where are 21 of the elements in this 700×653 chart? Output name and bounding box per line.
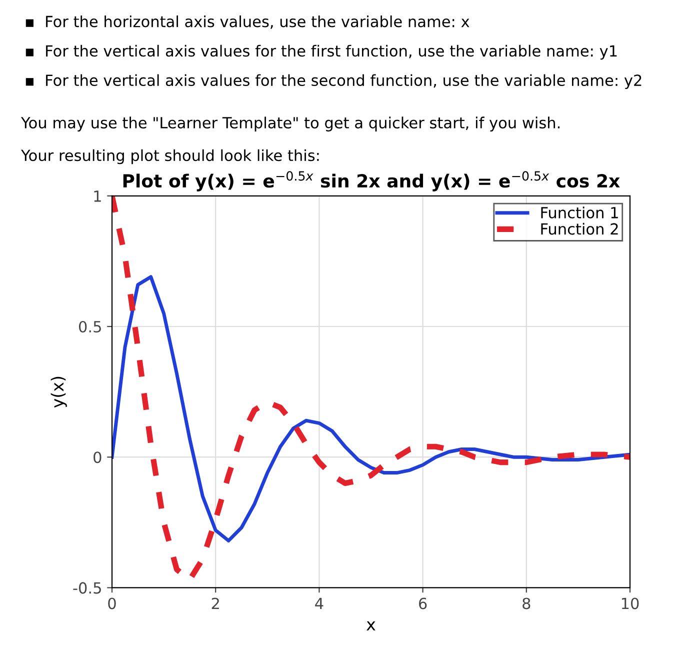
- y-tick-label: 0.5: [78, 320, 101, 333]
- legend-label: Function 1: [541, 206, 618, 218]
- x-tick-label: 2: [212, 598, 219, 610]
- x-tick-label: 6: [419, 598, 427, 610]
- x-tick-label: 4: [315, 598, 324, 610]
- text: ▪ For the vertical axis values for the first function, use the variable name: y1: [26, 44, 617, 60]
- chart-title: Plot of y(x) = e$^{−0.5x}$ sin 2x and y(x) = e$^{−0.5x}$ cos 2x: [123, 171, 620, 192]
- text: Your resulting plot should look like this:: [20, 149, 319, 164]
- text: You may use the "Learner Template" to get a quicker start, if you wish.: [20, 116, 560, 132]
- y-tick-label: 0: [94, 452, 102, 464]
- text: ▪ For the horizontal axis values, use the variable name: x: [26, 15, 470, 29]
- x-tick-label: 0: [108, 598, 116, 610]
- x-axis-title: x: [366, 621, 376, 630]
- y-axis-title: y(x): [50, 376, 67, 408]
- y-tick-label: 1: [94, 190, 101, 202]
- y-tick-label: -0.5: [73, 582, 101, 594]
- x-tick-label: 10: [622, 598, 639, 610]
- line-series: [112, 275, 630, 542]
- x-tick-label: 8: [522, 598, 530, 610]
- text: ▪ For the vertical axis values for the second function, use the variable name: y2: [26, 74, 642, 90]
- legend-label: Function 2: [541, 222, 618, 235]
